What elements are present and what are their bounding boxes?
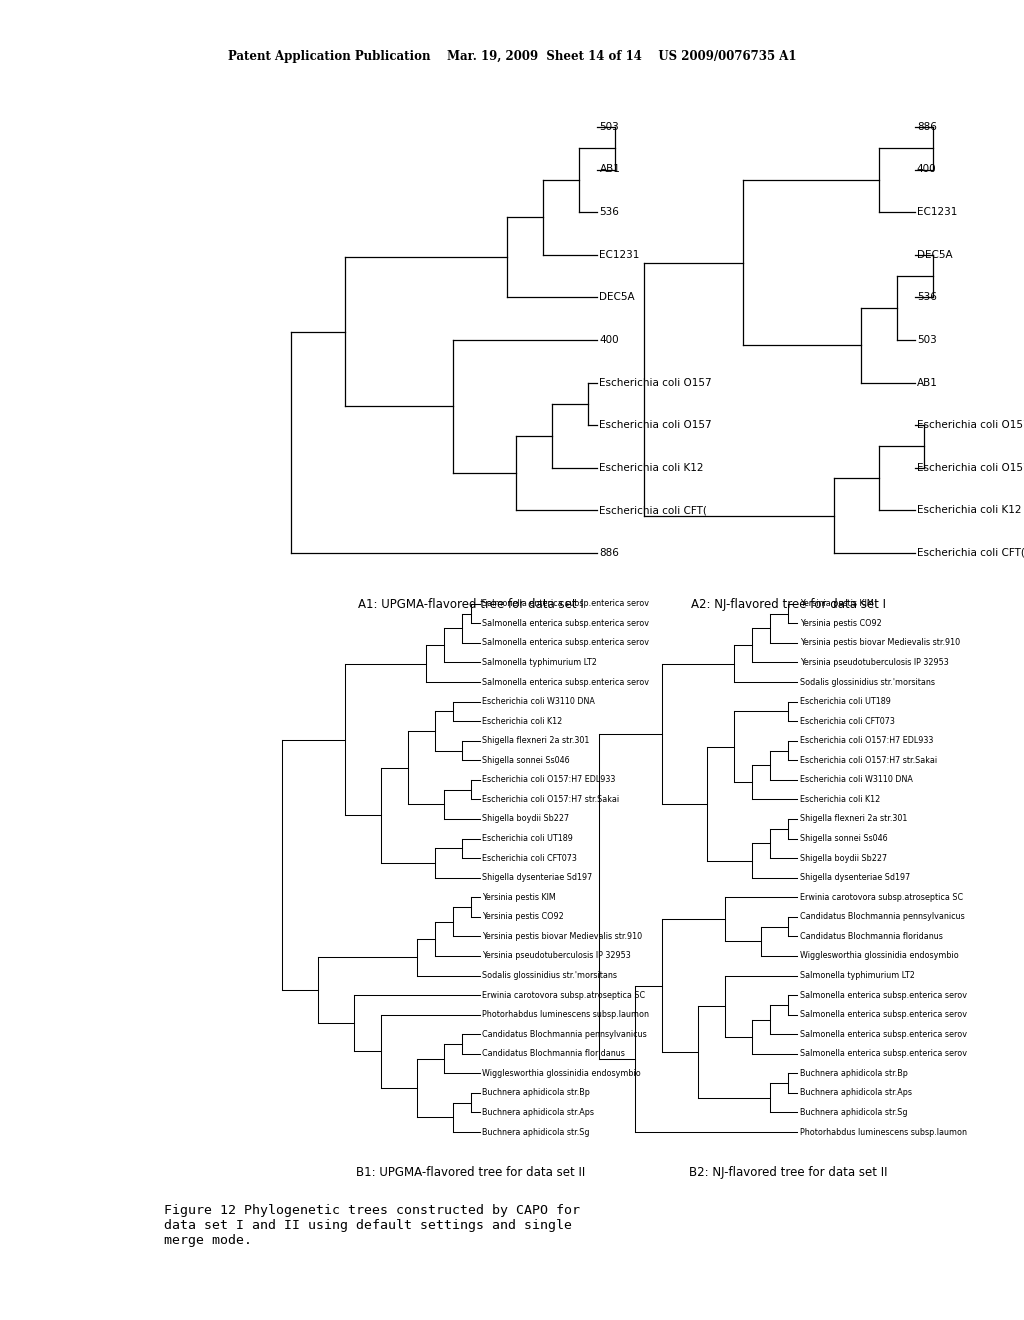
Text: AB1: AB1 xyxy=(916,378,938,388)
Text: Escherichia coli O157:H7 EDL933: Escherichia coli O157:H7 EDL933 xyxy=(800,737,933,746)
Text: Buchnera aphidicola str.Aps: Buchnera aphidicola str.Aps xyxy=(482,1107,594,1117)
Text: Escherichia coli CFT(: Escherichia coli CFT( xyxy=(916,548,1024,558)
Text: B2: NJ-flavored tree for data set II: B2: NJ-flavored tree for data set II xyxy=(689,1166,888,1179)
Text: Yersinia pestis biovar Medievalis str.910: Yersinia pestis biovar Medievalis str.91… xyxy=(482,932,642,941)
Text: Yersinia pestis KIM: Yersinia pestis KIM xyxy=(800,599,873,609)
Text: Escherichia coli K12: Escherichia coli K12 xyxy=(599,463,703,473)
Text: Escherichia coli O157: Escherichia coli O157 xyxy=(599,378,712,388)
Text: Escherichia coli O157:H7 str.Sakai: Escherichia coli O157:H7 str.Sakai xyxy=(482,795,620,804)
Text: Erwinia carotovora subsp.atroseptica SC: Erwinia carotovora subsp.atroseptica SC xyxy=(482,990,645,999)
Text: EC1231: EC1231 xyxy=(599,249,640,260)
Text: Buchnera aphidicola str.Sg: Buchnera aphidicola str.Sg xyxy=(482,1127,590,1137)
Text: Salmonella typhimurium LT2: Salmonella typhimurium LT2 xyxy=(482,657,597,667)
Text: Patent Application Publication    Mar. 19, 2009  Sheet 14 of 14    US 2009/00767: Patent Application Publication Mar. 19, … xyxy=(227,50,797,63)
Text: Salmonella enterica subsp.enterica serov: Salmonella enterica subsp.enterica serov xyxy=(800,1049,967,1059)
Text: Escherichia coli K12: Escherichia coli K12 xyxy=(916,506,1021,515)
Text: Escherichia coli UT189: Escherichia coli UT189 xyxy=(482,834,573,843)
Text: Sodalis glossinidius str.'morsitans: Sodalis glossinidius str.'morsitans xyxy=(482,972,617,979)
Text: Erwinia carotovora subsp.atroseptica SC: Erwinia carotovora subsp.atroseptica SC xyxy=(800,892,963,902)
Text: 503: 503 xyxy=(916,335,937,345)
Text: EC1231: EC1231 xyxy=(916,207,957,216)
Text: Buchnera aphidicola str.Sg: Buchnera aphidicola str.Sg xyxy=(800,1107,907,1117)
Text: Candidatus Blochmannia floridanus: Candidatus Blochmannia floridanus xyxy=(800,932,943,941)
Text: 400: 400 xyxy=(916,165,937,174)
Text: 400: 400 xyxy=(599,335,620,345)
Text: Salmonella enterica subsp.enterica serov: Salmonella enterica subsp.enterica serov xyxy=(800,1030,967,1039)
Text: Sodalis glossinidius str.'morsitans: Sodalis glossinidius str.'morsitans xyxy=(800,677,935,686)
Text: Escherichia coli O157:H7 str.Sakai: Escherichia coli O157:H7 str.Sakai xyxy=(800,756,937,764)
Text: Escherichia coli W3110 DNA: Escherichia coli W3110 DNA xyxy=(800,775,912,784)
Text: Shigella boydii Sb227: Shigella boydii Sb227 xyxy=(482,814,569,824)
Text: Figure 12 Phylogenetic trees constructed by CAPO for
data set I and II using def: Figure 12 Phylogenetic trees constructed… xyxy=(164,1204,580,1247)
Text: 886: 886 xyxy=(599,548,620,558)
Text: A1: UPGMA-flavored tree for data set I: A1: UPGMA-flavored tree for data set I xyxy=(358,598,584,611)
Text: Shigella boydii Sb227: Shigella boydii Sb227 xyxy=(800,854,887,862)
Text: A2: NJ-flavored tree for data set I: A2: NJ-flavored tree for data set I xyxy=(691,598,886,611)
Text: Escherichia coli K12: Escherichia coli K12 xyxy=(800,795,880,804)
Text: Yersinia pestis KIM: Yersinia pestis KIM xyxy=(482,892,556,902)
Text: Shigella dysenteriae Sd197: Shigella dysenteriae Sd197 xyxy=(482,874,593,882)
Text: Salmonella enterica subsp.enterica serov: Salmonella enterica subsp.enterica serov xyxy=(482,639,649,647)
Text: Yersinia pestis CO92: Yersinia pestis CO92 xyxy=(800,619,882,628)
Text: DEC5A: DEC5A xyxy=(599,292,635,302)
Text: Wigglesworthia glossinidia endosymbio: Wigglesworthia glossinidia endosymbio xyxy=(482,1069,641,1078)
Text: Candidatus Blochmannia pennsylvanicus: Candidatus Blochmannia pennsylvanicus xyxy=(800,912,965,921)
Text: Shigella flexneri 2a str.301: Shigella flexneri 2a str.301 xyxy=(800,814,907,824)
Text: Escherichia coli CFT(: Escherichia coli CFT( xyxy=(599,506,708,515)
Text: B1: UPGMA-flavored tree for data set II: B1: UPGMA-flavored tree for data set II xyxy=(356,1166,586,1179)
Text: Yersinia pseudotuberculosis IP 32953: Yersinia pseudotuberculosis IP 32953 xyxy=(800,657,948,667)
Text: 536: 536 xyxy=(916,292,937,302)
Text: Salmonella enterica subsp.enterica serov: Salmonella enterica subsp.enterica serov xyxy=(800,1010,967,1019)
Text: Escherichia coli O157:H7 EDL933: Escherichia coli O157:H7 EDL933 xyxy=(482,775,615,784)
Text: AB1: AB1 xyxy=(599,165,621,174)
Text: Salmonella typhimurium LT2: Salmonella typhimurium LT2 xyxy=(800,972,914,979)
Text: Yersinia pestis biovar Medievalis str.910: Yersinia pestis biovar Medievalis str.91… xyxy=(800,639,959,647)
Text: 503: 503 xyxy=(599,121,620,132)
Text: Escherichia coli UT189: Escherichia coli UT189 xyxy=(800,697,891,706)
Text: Escherichia coli W3110 DNA: Escherichia coli W3110 DNA xyxy=(482,697,595,706)
Text: Photorhabdus luminescens subsp.laumon: Photorhabdus luminescens subsp.laumon xyxy=(482,1010,649,1019)
Text: Salmonella enterica subsp.enterica serov: Salmonella enterica subsp.enterica serov xyxy=(482,677,649,686)
Text: Candidatus Blochmannia pennsylvanicus: Candidatus Blochmannia pennsylvanicus xyxy=(482,1030,647,1039)
Text: Escherichia coli K12: Escherichia coli K12 xyxy=(482,717,562,726)
Text: Candidatus Blochmannia floridanus: Candidatus Blochmannia floridanus xyxy=(482,1049,626,1059)
Text: Shigella sonnei Ss046: Shigella sonnei Ss046 xyxy=(800,834,888,843)
Text: Wigglesworthia glossinidia endosymbio: Wigglesworthia glossinidia endosymbio xyxy=(800,952,958,961)
Text: Buchnera aphidicola str.Bp: Buchnera aphidicola str.Bp xyxy=(800,1069,907,1078)
Text: Shigella dysenteriae Sd197: Shigella dysenteriae Sd197 xyxy=(800,874,910,882)
Text: Shigella sonnei Ss046: Shigella sonnei Ss046 xyxy=(482,756,570,764)
Text: Salmonella enterica subsp.enterica serov: Salmonella enterica subsp.enterica serov xyxy=(800,990,967,999)
Text: Photorhabdus luminescens subsp.laumon: Photorhabdus luminescens subsp.laumon xyxy=(800,1127,967,1137)
Text: Salmonella enterica subsp.enterica serov: Salmonella enterica subsp.enterica serov xyxy=(482,599,649,609)
Text: Yersinia pseudotuberculosis IP 32953: Yersinia pseudotuberculosis IP 32953 xyxy=(482,952,631,961)
Text: 536: 536 xyxy=(599,207,620,216)
Text: Salmonella enterica subsp.enterica serov: Salmonella enterica subsp.enterica serov xyxy=(482,619,649,628)
Text: Escherichia coli CFT073: Escherichia coli CFT073 xyxy=(482,854,578,862)
Text: Buchnera aphidicola str.Bp: Buchnera aphidicola str.Bp xyxy=(482,1089,590,1097)
Text: Buchnera aphidicola str.Aps: Buchnera aphidicola str.Aps xyxy=(800,1089,911,1097)
Text: Escherichia coli O157: Escherichia coli O157 xyxy=(916,420,1024,430)
Text: Yersinia pestis CO92: Yersinia pestis CO92 xyxy=(482,912,564,921)
Text: Escherichia coli O157: Escherichia coli O157 xyxy=(916,463,1024,473)
Text: Shigella flexneri 2a str.301: Shigella flexneri 2a str.301 xyxy=(482,737,590,746)
Text: DEC5A: DEC5A xyxy=(916,249,952,260)
Text: Escherichia coli CFT073: Escherichia coli CFT073 xyxy=(800,717,895,726)
Text: 886: 886 xyxy=(916,121,937,132)
Text: Escherichia coli O157: Escherichia coli O157 xyxy=(599,420,712,430)
